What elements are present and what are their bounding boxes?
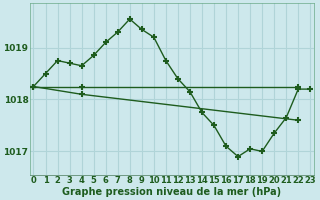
X-axis label: Graphe pression niveau de la mer (hPa): Graphe pression niveau de la mer (hPa) [62, 187, 281, 197]
